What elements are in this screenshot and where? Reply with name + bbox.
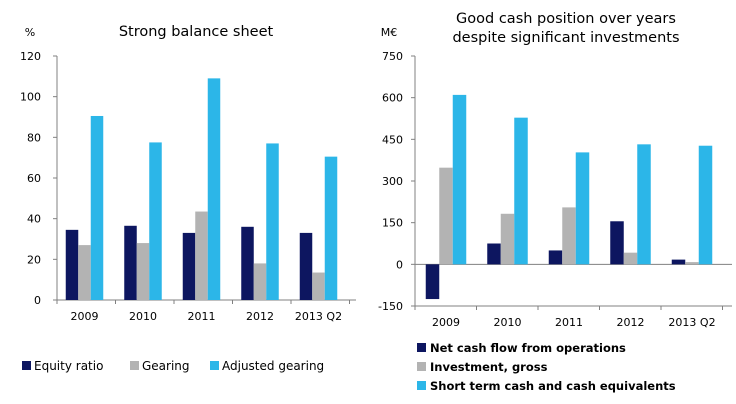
chart2-y-tick-label: 300: [382, 175, 403, 188]
chart1-bar-adjusted-gearing-2010: [149, 142, 162, 300]
chart2-y-unit: M€: [381, 26, 398, 39]
chart1-bar-equity-ratio-2011: [182, 232, 196, 300]
chart1-bar-adjusted-gearing-2013-q2: [324, 156, 338, 300]
chart1-x-label-2009: 2009: [71, 310, 99, 323]
chart1-bar-equity-ratio-2009: [65, 229, 79, 300]
legend2-label-short-term-cash: Short term cash and cash equivalents: [430, 379, 676, 393]
chart1-y-tick-label: 100: [20, 91, 41, 104]
chart1-y-tick-label: 60: [27, 172, 41, 185]
chart2-marks: -150 0 150 300 450 600 750 2009 2010 2011 2012 2013…: [378, 50, 732, 329]
chart1-bar-adjusted-gearing-2011: [207, 78, 221, 300]
chart1-x-label-2011: 2011: [188, 310, 216, 323]
chart2-bar-net-cash-flow-from-operations-2010: [487, 243, 501, 265]
chart1-y-tick-label: 80: [27, 131, 41, 144]
chart1-x-label-2012: 2012: [246, 310, 274, 323]
chart2-y-tick-label: 750: [382, 50, 403, 63]
chart1-y-tick-label: 40: [27, 213, 41, 226]
chart1-bar-adjusted-gearing-2012: [266, 143, 279, 300]
chart2-bar-investment-gross-2011: [562, 207, 576, 265]
legend1-label-adjusted-gearing: Adjusted gearing: [222, 359, 324, 373]
chart2-bar-short-term-cash-and-cash-equivalents-2013-q2: [698, 145, 713, 265]
legend2-label-net-cash-flow: Net cash flow from operations: [430, 341, 626, 355]
chart2-bar-short-term-cash-and-cash-equivalents-2009: [452, 94, 467, 265]
chart2-bar-net-cash-flow-from-operations-2009: [425, 264, 440, 300]
chart2-y-tick-label: 600: [382, 92, 403, 105]
chart2-bar-short-term-cash-and-cash-equivalents-2010: [514, 117, 528, 265]
chart2-bar-net-cash-flow-from-operations-2012: [610, 221, 624, 265]
chart1-y-tick-label: 0: [34, 294, 41, 307]
chart1-bar-gearing-2011: [195, 211, 208, 300]
legend2-swatch-short-term-cash: [417, 381, 426, 390]
chart1-y-tick-label: 20: [27, 253, 41, 266]
chart1-bar-gearing-2009: [78, 245, 91, 300]
legend1-swatch-equity-ratio: [22, 361, 31, 370]
chart1-bar-equity-ratio-2012: [241, 226, 254, 300]
chart2-bar-investment-gross-2012: [623, 252, 638, 265]
legend1-swatch-adjusted-gearing: [210, 361, 219, 370]
legend1-label-gearing: Gearing: [142, 359, 190, 373]
chart1-y-unit: %: [25, 26, 35, 39]
chart2-bar-net-cash-flow-from-operations-2011: [548, 250, 563, 265]
legend2-label-investment-gross: Investment, gross: [430, 360, 548, 374]
chart1-bar-equity-ratio-2013-q2: [299, 232, 313, 300]
chart2-bar-short-term-cash-and-cash-equivalents-2011: [575, 152, 590, 265]
chart2-bar-short-term-cash-and-cash-equivalents-2012: [637, 144, 651, 265]
chart2-x-label-2009: 2009: [432, 316, 460, 329]
chart2-y-tick-label: 0: [396, 258, 403, 271]
legend1-label-equity-ratio: Equity ratio: [34, 359, 103, 373]
chart2-title-line2: despite significant investments: [452, 30, 679, 46]
legend2-swatch-net-cash-flow: [417, 343, 426, 352]
legend2-swatch-investment-gross: [417, 362, 426, 371]
chart1-title: Strong balance sheet: [119, 24, 274, 40]
legend1-swatch-gearing: [130, 361, 139, 370]
chart1-bar-gearing-2012: [253, 263, 267, 300]
chart1-bar-gearing-2013-q2: [312, 272, 325, 300]
chart2-x-label-2011: 2011: [555, 316, 583, 329]
chart2-x-label-2010: 2010: [494, 316, 522, 329]
chart2-y-tick-label: 450: [382, 133, 403, 146]
chart2-bar-investment-gross-2013-q2: [685, 262, 699, 265]
chart2-title-line1: Good cash position over years: [456, 11, 676, 27]
chart2-y-tick-label: -150: [378, 300, 403, 313]
chart1-x-label-2013-q2: 2013 Q2: [295, 310, 342, 323]
chart2-bar-investment-gross-2009: [439, 167, 453, 265]
chart1-y-tick-label: 120: [20, 50, 41, 63]
chart1-marks: 0 20 40 60 80 100 120 2009 2010 2011 2012 2013 Q2: [20, 50, 356, 323]
chart1-bar-gearing-2010: [136, 243, 150, 300]
chart2-y-tick-label: 150: [382, 217, 403, 230]
chart2-bar-investment-gross-2010: [500, 213, 515, 265]
chart2-x-label-2012: 2012: [617, 316, 645, 329]
chart1-bar-equity-ratio-2010: [124, 225, 137, 300]
chart1-bar-adjusted-gearing-2009: [90, 115, 104, 300]
chart2-bar-net-cash-flow-from-operations-2013-q2: [671, 259, 686, 265]
chart1-x-label-2010: 2010: [129, 310, 157, 323]
chart2-x-label-2013-q2: 2013 Q2: [668, 316, 715, 329]
